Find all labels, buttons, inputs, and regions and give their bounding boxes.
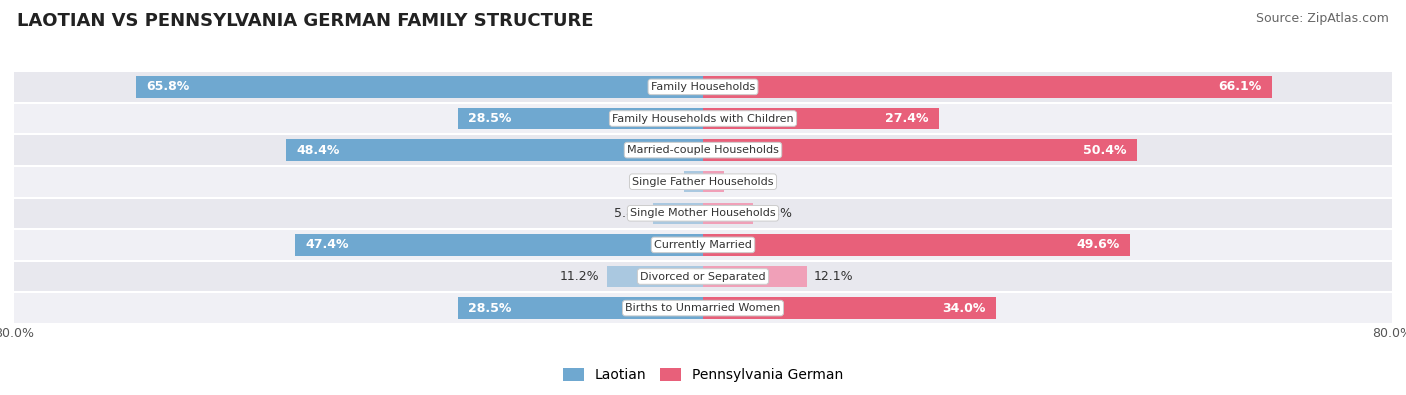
- Text: Currently Married: Currently Married: [654, 240, 752, 250]
- FancyBboxPatch shape: [14, 292, 1392, 324]
- Text: 49.6%: 49.6%: [1077, 239, 1119, 251]
- Bar: [703, 297, 995, 319]
- FancyBboxPatch shape: [14, 134, 1392, 166]
- Text: Births to Unmarried Women: Births to Unmarried Women: [626, 303, 780, 313]
- Text: 11.2%: 11.2%: [560, 270, 599, 283]
- Text: Single Father Households: Single Father Households: [633, 177, 773, 187]
- Bar: [295, 234, 703, 256]
- Text: Family Households: Family Households: [651, 82, 755, 92]
- Text: Single Mother Households: Single Mother Households: [630, 208, 776, 218]
- Bar: [457, 108, 703, 129]
- Bar: [703, 171, 724, 192]
- FancyBboxPatch shape: [14, 261, 1392, 292]
- Bar: [287, 139, 703, 161]
- Text: Source: ZipAtlas.com: Source: ZipAtlas.com: [1256, 12, 1389, 25]
- Text: 2.4%: 2.4%: [731, 175, 762, 188]
- FancyBboxPatch shape: [14, 166, 1392, 198]
- Bar: [703, 234, 1130, 256]
- Bar: [703, 108, 939, 129]
- Text: 12.1%: 12.1%: [814, 270, 853, 283]
- Text: 48.4%: 48.4%: [297, 144, 340, 156]
- Bar: [606, 266, 703, 287]
- Text: 28.5%: 28.5%: [468, 112, 512, 125]
- FancyBboxPatch shape: [14, 103, 1392, 134]
- Bar: [136, 76, 703, 98]
- Text: Divorced or Separated: Divorced or Separated: [640, 271, 766, 282]
- Text: 27.4%: 27.4%: [886, 112, 928, 125]
- Text: 65.8%: 65.8%: [146, 81, 190, 93]
- Text: 50.4%: 50.4%: [1083, 144, 1126, 156]
- Legend: Laotian, Pennsylvania German: Laotian, Pennsylvania German: [557, 363, 849, 388]
- FancyBboxPatch shape: [14, 229, 1392, 261]
- Text: Family Households with Children: Family Households with Children: [612, 113, 794, 124]
- Text: 2.2%: 2.2%: [645, 175, 678, 188]
- FancyBboxPatch shape: [14, 198, 1392, 229]
- Text: 5.8%: 5.8%: [614, 207, 647, 220]
- FancyBboxPatch shape: [14, 71, 1392, 103]
- Bar: [703, 76, 1272, 98]
- Bar: [457, 297, 703, 319]
- Text: 47.4%: 47.4%: [305, 239, 349, 251]
- Bar: [685, 171, 703, 192]
- Text: 66.1%: 66.1%: [1219, 81, 1263, 93]
- Bar: [652, 203, 703, 224]
- Bar: [703, 203, 754, 224]
- Bar: [703, 139, 1137, 161]
- Text: LAOTIAN VS PENNSYLVANIA GERMAN FAMILY STRUCTURE: LAOTIAN VS PENNSYLVANIA GERMAN FAMILY ST…: [17, 12, 593, 30]
- Text: 34.0%: 34.0%: [942, 302, 986, 314]
- Text: 28.5%: 28.5%: [468, 302, 512, 314]
- Text: 5.8%: 5.8%: [759, 207, 792, 220]
- Text: Married-couple Households: Married-couple Households: [627, 145, 779, 155]
- Bar: [703, 266, 807, 287]
